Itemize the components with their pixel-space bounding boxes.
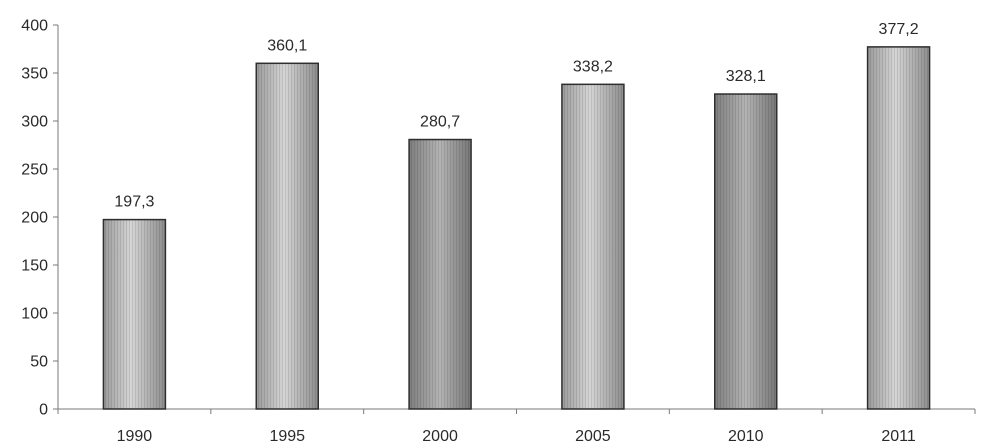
y-tick-label: 300 bbox=[21, 114, 48, 131]
bar-texture-1995 bbox=[256, 63, 319, 409]
bar-value-label: 377,2 bbox=[879, 21, 919, 38]
bar-value-label: 338,2 bbox=[573, 58, 613, 75]
bar-value-label: 197,3 bbox=[114, 194, 154, 211]
y-tick-label: 100 bbox=[21, 306, 48, 323]
bar-value-label: 280,7 bbox=[420, 114, 460, 131]
x-tick-label: 2000 bbox=[422, 428, 458, 445]
y-tick-label: 150 bbox=[21, 258, 48, 275]
y-tick-label: 50 bbox=[30, 354, 48, 371]
data-labels: 197,3 360,1 280,7 338,2 328,1 377,2 bbox=[114, 21, 918, 211]
bar-texture-2005 bbox=[561, 84, 624, 409]
bars bbox=[102, 46, 931, 410]
x-tick-label: 1990 bbox=[117, 428, 153, 445]
y-tick-label: 250 bbox=[21, 162, 48, 179]
bar-texture-2000 bbox=[409, 139, 472, 409]
y-tick-label: 350 bbox=[21, 66, 48, 83]
y-axis: 0 50 100 150 200 250 300 350 400 bbox=[21, 18, 59, 419]
bar-texture-1990 bbox=[103, 219, 166, 409]
bar-texture-2011 bbox=[867, 46, 930, 409]
bar-texture-2010 bbox=[714, 94, 777, 410]
y-tick-label: 200 bbox=[21, 210, 48, 227]
bar-value-label: 328,1 bbox=[726, 68, 766, 85]
bar-value-label: 360,1 bbox=[267, 37, 307, 54]
y-tick-label: 400 bbox=[21, 18, 48, 35]
x-tick-label: 2011 bbox=[881, 428, 916, 445]
x-tick-label: 2010 bbox=[728, 428, 764, 445]
y-tick-label: 0 bbox=[39, 402, 48, 419]
x-tick-label: 1995 bbox=[269, 428, 305, 445]
x-tick-label: 2005 bbox=[575, 428, 611, 445]
x-axis: 1990 1995 2000 2005 2010 2011 bbox=[57, 408, 976, 445]
